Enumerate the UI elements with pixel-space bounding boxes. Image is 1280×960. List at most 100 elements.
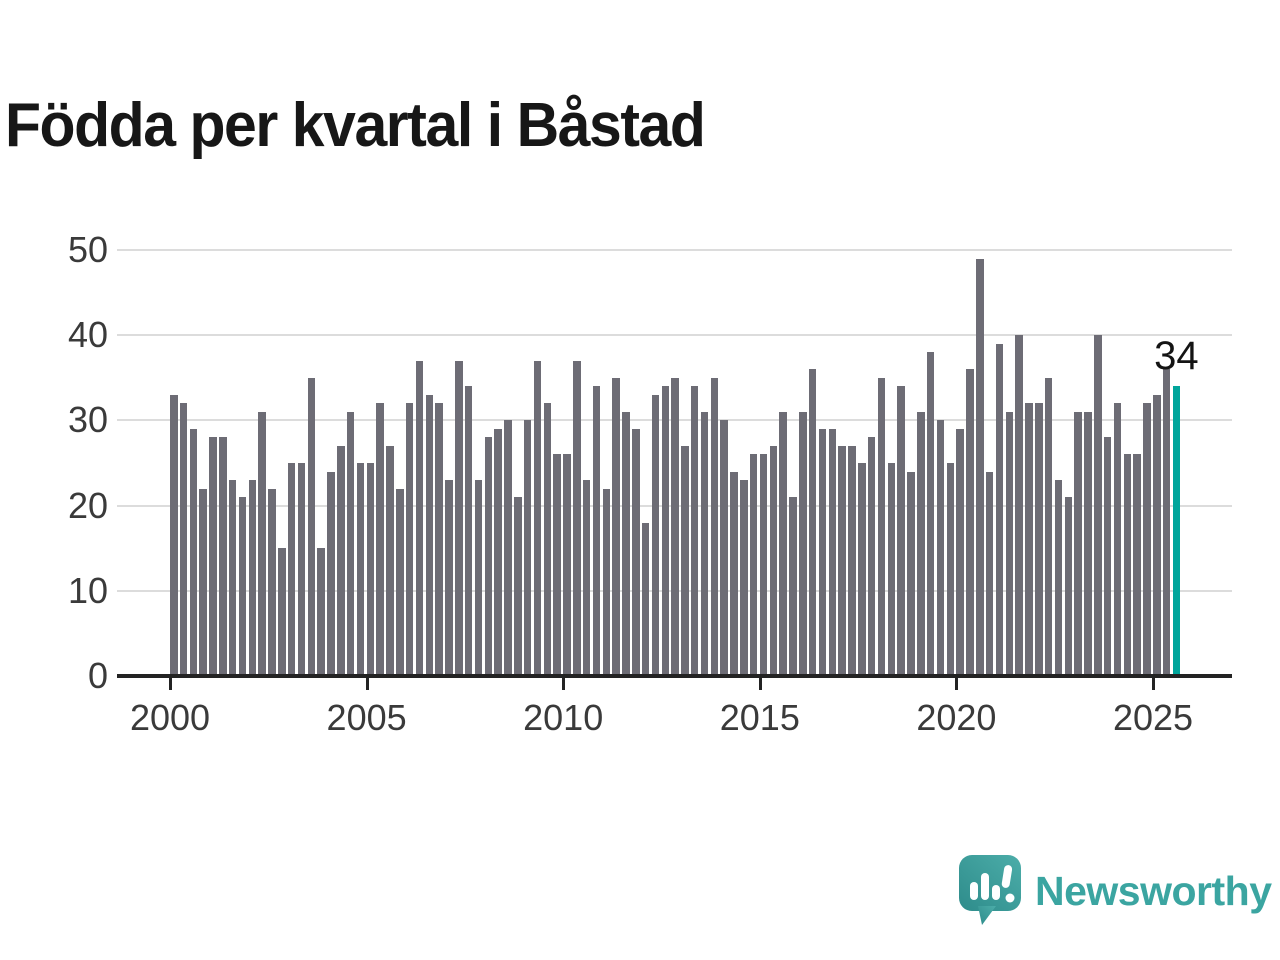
bar-2012Q4: [671, 377, 679, 676]
bar-2014Q1: [720, 420, 728, 676]
bar-2025Q1: [1153, 394, 1161, 676]
bar-2018Q4: [907, 471, 915, 676]
bar-2008Q4: [514, 497, 522, 676]
bar-2010Q2: [573, 360, 581, 676]
bar-2024Q1: [1113, 403, 1122, 676]
bar-2009Q1: [523, 420, 532, 676]
bar-2000Q4: [199, 488, 207, 676]
bar-2022Q2: [1044, 377, 1053, 676]
bar-2004Q4: [356, 463, 365, 676]
bar-2020Q3: [976, 258, 984, 676]
bar-2021Q2: [1005, 411, 1014, 676]
bar-2006Q3: [425, 394, 434, 676]
bar-2011Q1: [602, 488, 611, 676]
bar-2010Q4: [592, 386, 601, 676]
bar-2012Q3: [661, 386, 669, 676]
bar-2019Q3: [936, 420, 945, 676]
bar-2013Q1: [681, 445, 689, 676]
bar-2015Q1: [759, 454, 768, 676]
bar-2019Q4: [946, 463, 955, 676]
bar-2012Q1: [641, 522, 650, 676]
bar-2015Q4: [789, 497, 797, 676]
bar-2006Q1: [405, 403, 414, 676]
bar-2015Q3: [779, 411, 787, 676]
page-title: Födda per kvartal i Båstad: [5, 90, 706, 160]
x-axis-tick-2005: [365, 676, 369, 690]
bar-2008Q3: [504, 420, 512, 676]
bar-2019Q1: [917, 411, 925, 676]
y-axis-label-20: 20: [67, 484, 108, 526]
bar-2015Q2: [769, 445, 778, 676]
bar-2020Q1: [956, 428, 964, 676]
bar-2007Q4: [474, 480, 483, 676]
bar-2021Q3: [1015, 335, 1023, 676]
bar-2024Q3: [1133, 454, 1141, 676]
bar-2001Q1: [209, 437, 217, 676]
bar-2005Q2: [376, 403, 384, 676]
bar-2008Q1: [484, 437, 493, 676]
bar-2006Q4: [435, 403, 443, 676]
bar-2001Q2: [219, 437, 227, 676]
y-axis-label-40: 40: [67, 314, 108, 356]
bar-2021Q4: [1025, 403, 1033, 676]
bar-2012Q2: [651, 394, 660, 676]
bar-2007Q2: [455, 360, 463, 676]
bar-2003Q4: [317, 548, 325, 676]
x-axis-label-2015: 2015: [719, 697, 800, 738]
bar-2006Q2: [415, 360, 424, 676]
bar-2010Q1: [563, 454, 571, 676]
bar-2011Q2: [612, 377, 620, 676]
bar-2009Q3: [543, 403, 552, 676]
bar-2004Q3: [346, 411, 355, 676]
bar-2022Q4: [1064, 497, 1073, 676]
bar-2022Q3: [1054, 480, 1063, 676]
bar-2017Q2: [848, 445, 856, 676]
x-axis-tick-2025: [1152, 676, 1155, 690]
last-bar-value-label: 34: [1154, 334, 1199, 379]
newsworthy-logo-text: Newsworthy: [1035, 867, 1272, 914]
x-axis-label-2010: 2010: [523, 697, 604, 738]
bar-2010Q3: [582, 480, 591, 676]
bar-2005Q4: [396, 488, 404, 676]
bar-2013Q2: [690, 386, 699, 676]
x-axis-label-2000: 2000: [129, 697, 211, 738]
bar-2025Q3: [1172, 386, 1181, 676]
bar-2011Q4: [632, 428, 640, 676]
bar-2014Q4: [749, 454, 758, 676]
bar-2011Q3: [622, 411, 630, 676]
newsworthy-logo-icon: [959, 855, 1021, 925]
x-axis-tick-2000: [169, 676, 172, 690]
bar-2007Q1: [445, 480, 453, 676]
x-axis-label-2020: 2020: [916, 697, 997, 738]
y-axis-label-10: 10: [67, 569, 108, 611]
x-axis-line: [117, 674, 1232, 678]
bar-2003Q2: [297, 463, 306, 676]
bar-2014Q3: [740, 480, 748, 676]
bar-2002Q1: [248, 480, 257, 676]
bar-2017Q1: [838, 445, 846, 676]
bar-2025Q2: [1162, 369, 1171, 676]
bar-2014Q2: [730, 471, 738, 676]
bar-2005Q3: [386, 445, 394, 676]
bar-2007Q3: [464, 386, 473, 676]
gridline-40: [117, 334, 1232, 337]
bar-2024Q4: [1143, 403, 1151, 676]
x-axis-tick-2010: [562, 676, 566, 690]
y-axis-label-30: 30: [67, 399, 108, 441]
bar-2021Q1: [995, 343, 1004, 676]
bar-2003Q1: [287, 463, 296, 676]
x-axis-tick-2020: [955, 676, 959, 690]
y-axis-label-0: 0: [87, 655, 108, 696]
bar-2022Q1: [1035, 403, 1043, 676]
bar-2023Q3: [1094, 335, 1102, 676]
bar-2002Q3: [268, 488, 276, 676]
bar-2020Q2: [966, 369, 974, 676]
bar-2013Q3: [700, 411, 709, 676]
bar-2023Q2: [1084, 411, 1092, 676]
bar-2002Q2: [258, 411, 266, 676]
bar-2008Q2: [494, 428, 502, 676]
bar-2017Q3: [858, 463, 866, 676]
bar-2000Q1: [170, 394, 178, 676]
bar-2000Q3: [189, 428, 198, 676]
